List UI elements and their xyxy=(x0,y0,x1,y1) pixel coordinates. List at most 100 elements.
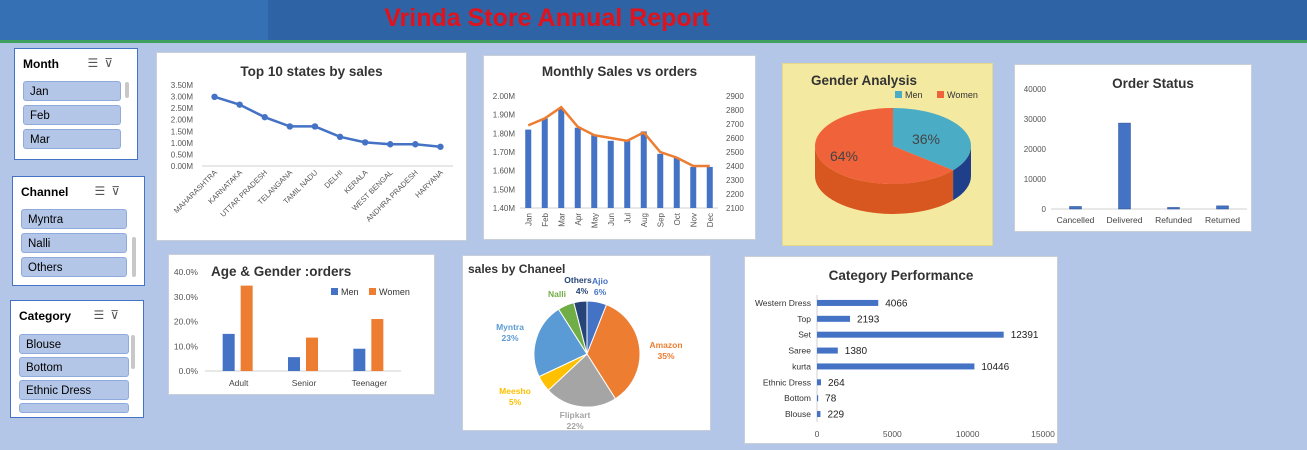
sales-bar xyxy=(690,166,697,208)
slicer-title: Channel xyxy=(21,185,69,199)
slice-name-label: Myntra xyxy=(496,322,524,332)
data-point xyxy=(412,141,419,148)
multi-select-icon[interactable]: ☰ xyxy=(94,184,112,198)
slicer-item[interactable]: Jan xyxy=(23,81,121,101)
legend-label: Men xyxy=(341,287,359,297)
y-right-tick-label: 2700 xyxy=(726,120,744,129)
sales-bar xyxy=(673,157,680,208)
x-tick-label: Aug xyxy=(640,213,649,227)
category-slicer[interactable]: Category ☰⊽ Blouse Bottom Ethnic Dress xyxy=(10,300,144,418)
gender-chart-panel: Gender Analysis Men Women 36% 64% xyxy=(782,63,993,246)
y-tick-label: 0.50M xyxy=(171,150,194,159)
x-tick-label: Jan xyxy=(524,213,533,226)
slicer-item[interactable]: Feb xyxy=(23,105,121,125)
data-point xyxy=(336,133,344,141)
x-tick-label: Refunded xyxy=(1155,215,1192,225)
x-tick-label: Feb xyxy=(541,212,550,226)
slicer-item[interactable]: Myntra xyxy=(21,209,127,229)
sales-bar xyxy=(541,118,548,208)
channel-pie-slice xyxy=(533,308,588,378)
y-tick-label: 2.50M xyxy=(171,104,194,113)
y-tick-label: 0.0% xyxy=(179,366,199,376)
report-title: Vrinda Store Annual Report xyxy=(384,4,710,32)
x-tick-label: 15000 xyxy=(1031,429,1055,439)
data-point xyxy=(361,139,369,146)
states-line-chart: 0.00M 0.50M 1.00M 1.50M 2.00M 2.50M 3.00M 3.50M… xyxy=(171,81,453,224)
age-gender-panel: Age & Gender :orders 0.0% 10.0% 20.0% 30.0%… xyxy=(168,254,435,395)
legend-label: Men xyxy=(905,90,923,100)
slicer-item[interactable]: Ethnic Dress xyxy=(19,380,129,400)
y-right-tick-label: 2500 xyxy=(726,148,744,157)
x-tick-label: MAHARASHTRA xyxy=(172,168,219,215)
y-right-tick-label: 2100 xyxy=(726,204,744,213)
chart-title: Top 10 states by sales xyxy=(240,64,383,79)
y-left-tick-label: 1.50M xyxy=(493,185,516,194)
slicer-scrollbar[interactable] xyxy=(125,82,129,98)
slicer-item[interactable]: Nalli xyxy=(21,233,127,253)
x-tick-label: Nov xyxy=(689,213,698,227)
y-left-tick-label: 1.70M xyxy=(493,148,516,157)
slice-pct-label: 6% xyxy=(594,287,607,297)
bar-value-label: 4066 xyxy=(885,298,908,309)
clear-filter-icon[interactable]: ⊽ xyxy=(110,308,125,322)
slicer-item-partial[interactable] xyxy=(19,403,129,413)
category-hbar-chart: 4066 Western Dress 2193 Top 12391 Set 1380 Sare… xyxy=(755,295,1055,439)
age-gender-bar xyxy=(371,319,384,371)
age-gender-bar xyxy=(240,285,253,371)
bar-value-label: 264 xyxy=(828,378,845,389)
slice-pct-label: 23% xyxy=(501,333,518,343)
x-tick-label: Teenager xyxy=(352,378,388,388)
chart-title: Order Status xyxy=(1112,76,1194,91)
monthly-chart-panel: Monthly Sales vs orders 1.40M 1.50M 1.60M 1… xyxy=(483,55,756,240)
slicer-item[interactable]: Blouse xyxy=(19,334,129,354)
slicer-scrollbar[interactable] xyxy=(132,237,136,277)
data-point xyxy=(236,101,243,108)
x-tick-label: Cancelled xyxy=(1057,215,1095,225)
order-status-panel: Order Status 0 10000 20000 30000 40000 Cancel… xyxy=(1014,64,1252,232)
chart-title: Age & Gender :orders xyxy=(211,264,352,279)
states-chart-panel: Top 10 states by sales 0.00M 0.50M 1.00M 1.… xyxy=(156,52,467,241)
y-tick-label: 1.00M xyxy=(171,139,194,148)
legend-swatch xyxy=(369,288,376,295)
category-bar xyxy=(817,379,821,386)
x-tick-label: Jun xyxy=(607,213,616,226)
slice-name-label: Amazon xyxy=(649,340,682,350)
channel-slicer[interactable]: Channel ☰⊽ Myntra Nalli Others xyxy=(12,176,145,286)
slice-name-label: Ajio xyxy=(592,276,608,286)
slicer-scrollbar[interactable] xyxy=(131,335,135,369)
multi-select-icon[interactable]: ☰ xyxy=(93,308,111,322)
x-tick-label: May xyxy=(590,213,599,228)
slicer-item[interactable]: Mar xyxy=(23,129,121,149)
data-point xyxy=(261,113,268,121)
chart-title: Gender Analysis xyxy=(811,73,918,88)
sales-bar xyxy=(607,140,614,208)
category-bar xyxy=(817,411,821,418)
y-tick-label: Western Dress xyxy=(755,298,811,308)
slicer-item[interactable]: Bottom xyxy=(19,357,129,377)
x-tick-label: 5000 xyxy=(883,429,902,439)
y-left-tick-label: 1.80M xyxy=(493,129,516,138)
monthly-combo-chart: 1.40M 1.50M 1.60M 1.70M 1.80M 1.90M 2.00M 2100 2… xyxy=(493,92,745,228)
category-bar xyxy=(817,395,819,402)
y-tick-label: 40.0% xyxy=(174,267,199,277)
channel-pie-slice xyxy=(573,300,588,355)
clear-filter-icon[interactable]: ⊽ xyxy=(104,56,119,70)
slice-pct-label: 4% xyxy=(576,286,589,296)
month-slicer[interactable]: Month ☰⊽ Jan Feb Mar xyxy=(14,48,138,160)
status-bar xyxy=(1118,122,1131,210)
slicer-item[interactable]: Others xyxy=(21,257,127,277)
legend-swatch xyxy=(937,91,944,98)
sales-bar xyxy=(706,166,713,208)
status-bar xyxy=(1069,206,1082,210)
y-tick-label: 30.0% xyxy=(174,292,199,302)
slice-pct-label: 22% xyxy=(566,421,583,430)
sales-bar xyxy=(624,140,631,208)
y-tick-label: 0.00M xyxy=(171,162,194,171)
men-pie-side xyxy=(953,146,971,201)
clear-filter-icon[interactable]: ⊽ xyxy=(111,184,126,198)
multi-select-icon[interactable]: ☰ xyxy=(87,56,105,70)
y-right-tick-label: 2200 xyxy=(726,190,744,199)
x-tick-label: DELHI xyxy=(322,168,344,190)
legend-swatch xyxy=(895,91,902,98)
data-point xyxy=(437,143,444,150)
